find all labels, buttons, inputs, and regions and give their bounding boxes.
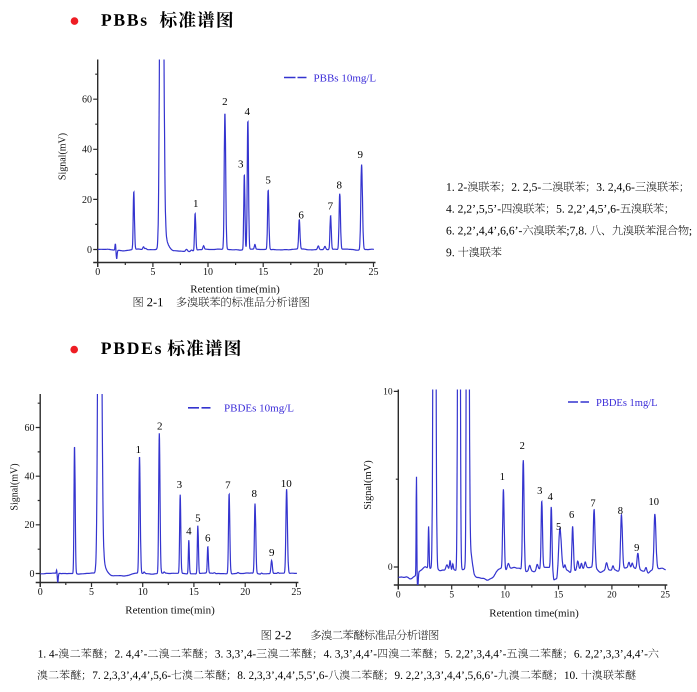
- svg-text:7: 7: [590, 499, 595, 510]
- svg-text:Signal(mV): Signal(mV): [363, 460, 374, 510]
- svg-text:5: 5: [150, 267, 155, 278]
- svg-text:9: 9: [269, 547, 275, 559]
- svg-text:7: 7: [328, 201, 334, 213]
- svg-text:PBDEs 1mg/L: PBDEs 1mg/L: [596, 398, 658, 409]
- svg-text:Retention time(min): Retention time(min): [489, 608, 579, 620]
- svg-text:8: 8: [618, 506, 623, 517]
- svg-text:6: 6: [569, 510, 574, 521]
- svg-text:25: 25: [661, 591, 671, 601]
- svg-text:3: 3: [238, 159, 244, 171]
- svg-text:25: 25: [291, 587, 301, 598]
- svg-text:0: 0: [87, 245, 92, 256]
- svg-text:1: 1: [193, 198, 199, 210]
- svg-text:10: 10: [500, 591, 510, 601]
- svg-text:Signal(mV): Signal(mV): [10, 463, 21, 510]
- svg-text:15: 15: [554, 591, 564, 601]
- svg-text:15: 15: [189, 587, 199, 598]
- svg-text:Retention time(min): Retention time(min): [125, 605, 215, 617]
- svg-text:15: 15: [258, 267, 268, 278]
- svg-text:20: 20: [25, 520, 35, 531]
- svg-text:3: 3: [537, 486, 542, 497]
- svg-text:4: 4: [548, 492, 554, 503]
- svg-text:20: 20: [240, 587, 250, 598]
- svg-text:8: 8: [337, 180, 343, 192]
- svg-text:9: 9: [357, 149, 363, 161]
- svg-text:20: 20: [607, 591, 617, 601]
- svg-text:0: 0: [30, 569, 35, 580]
- svg-text:0: 0: [95, 267, 100, 278]
- svg-text:5: 5: [195, 513, 201, 525]
- svg-text:2: 2: [520, 441, 525, 452]
- svg-text:PBBs 10mg/L: PBBs 10mg/L: [314, 73, 377, 85]
- svg-text:40: 40: [25, 472, 35, 483]
- svg-text:10: 10: [281, 478, 293, 490]
- svg-text:0: 0: [396, 591, 401, 601]
- svg-text:6: 6: [298, 210, 304, 222]
- svg-text:9: 9: [634, 543, 639, 554]
- svg-text:5: 5: [265, 175, 271, 187]
- svg-text:PBDEs 10mg/L: PBDEs 10mg/L: [224, 403, 294, 415]
- svg-text:10: 10: [138, 587, 148, 598]
- svg-text:60: 60: [82, 95, 92, 106]
- svg-text:4: 4: [245, 106, 251, 118]
- svg-text:1: 1: [500, 472, 505, 483]
- svg-text:20: 20: [82, 195, 92, 206]
- svg-text:5: 5: [556, 522, 561, 533]
- svg-text:2: 2: [157, 421, 163, 433]
- svg-text:Retention time(min): Retention time(min): [190, 284, 280, 296]
- svg-text:10: 10: [203, 267, 213, 278]
- svg-text:8: 8: [252, 488, 258, 500]
- svg-text:0: 0: [38, 587, 43, 598]
- svg-text:10: 10: [383, 388, 393, 398]
- svg-text:10: 10: [649, 497, 660, 508]
- svg-text:20: 20: [313, 267, 323, 278]
- svg-text:Signal(mV): Signal(mV): [57, 133, 68, 180]
- svg-text:7: 7: [225, 480, 231, 492]
- svg-text:25: 25: [369, 267, 379, 278]
- svg-text:4: 4: [186, 526, 192, 538]
- svg-text:5: 5: [89, 587, 94, 598]
- svg-text:0: 0: [388, 563, 393, 573]
- svg-text:2: 2: [222, 96, 228, 108]
- svg-text:40: 40: [82, 145, 92, 156]
- svg-text:1: 1: [136, 444, 142, 456]
- svg-text:3: 3: [177, 479, 183, 491]
- svg-text:6: 6: [205, 533, 211, 545]
- svg-text:5: 5: [449, 591, 454, 601]
- svg-text:60: 60: [25, 423, 35, 434]
